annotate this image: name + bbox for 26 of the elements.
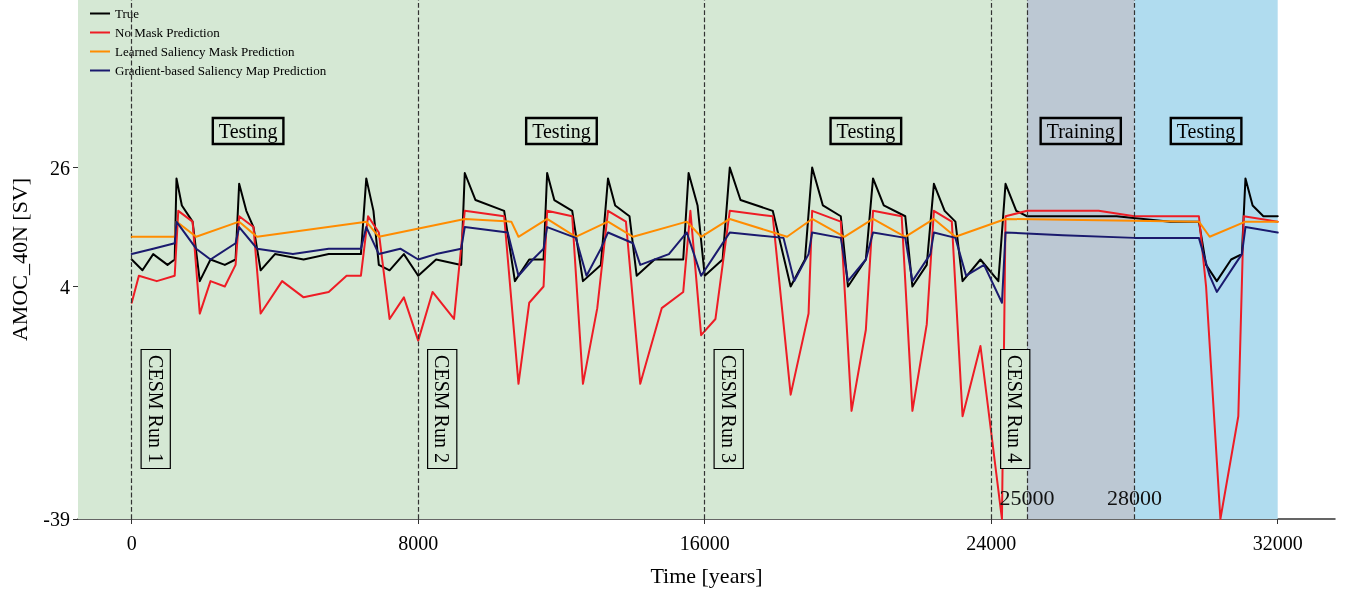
x-tick-label: 24000	[966, 532, 1017, 554]
ref-line-label: CESM Run 2	[431, 355, 454, 463]
legend-label: Learned Saliency Mask Prediction	[115, 44, 295, 59]
line-series	[130, 166, 1279, 288]
ref-line-label: CESM Run 4	[1004, 355, 1027, 463]
y-axis-title: AMOC_40N [SV]	[6, 177, 32, 342]
line-series	[130, 220, 1279, 304]
x-tick-label: 8000	[398, 532, 439, 554]
legend-label: No Mask Prediction	[115, 25, 221, 40]
band-label: Testing	[218, 120, 278, 143]
y-tick-label: 4	[60, 275, 70, 298]
y-tick-label: -39	[43, 508, 70, 530]
band-label: Testing	[836, 120, 896, 143]
x-tick-label: 0	[126, 532, 137, 554]
annotation: 28000	[1106, 484, 1162, 510]
x-axis-title: Time [years]	[650, 562, 763, 588]
ref-line-label: CESM Run 1	[144, 355, 167, 463]
y-tick-label: 26	[50, 156, 70, 179]
x-tick-label: 32000	[1252, 532, 1303, 554]
band-label: Testing	[532, 120, 591, 143]
x-tick-label: 16000	[679, 532, 730, 554]
line-series	[130, 209, 1279, 520]
band-label: Training	[1046, 120, 1115, 143]
band-label: Testing	[1176, 120, 1236, 143]
ref-line-label: CESM Run 3	[717, 355, 740, 463]
legend-label: Gradient-based Saliency Map Prediction	[115, 63, 327, 78]
